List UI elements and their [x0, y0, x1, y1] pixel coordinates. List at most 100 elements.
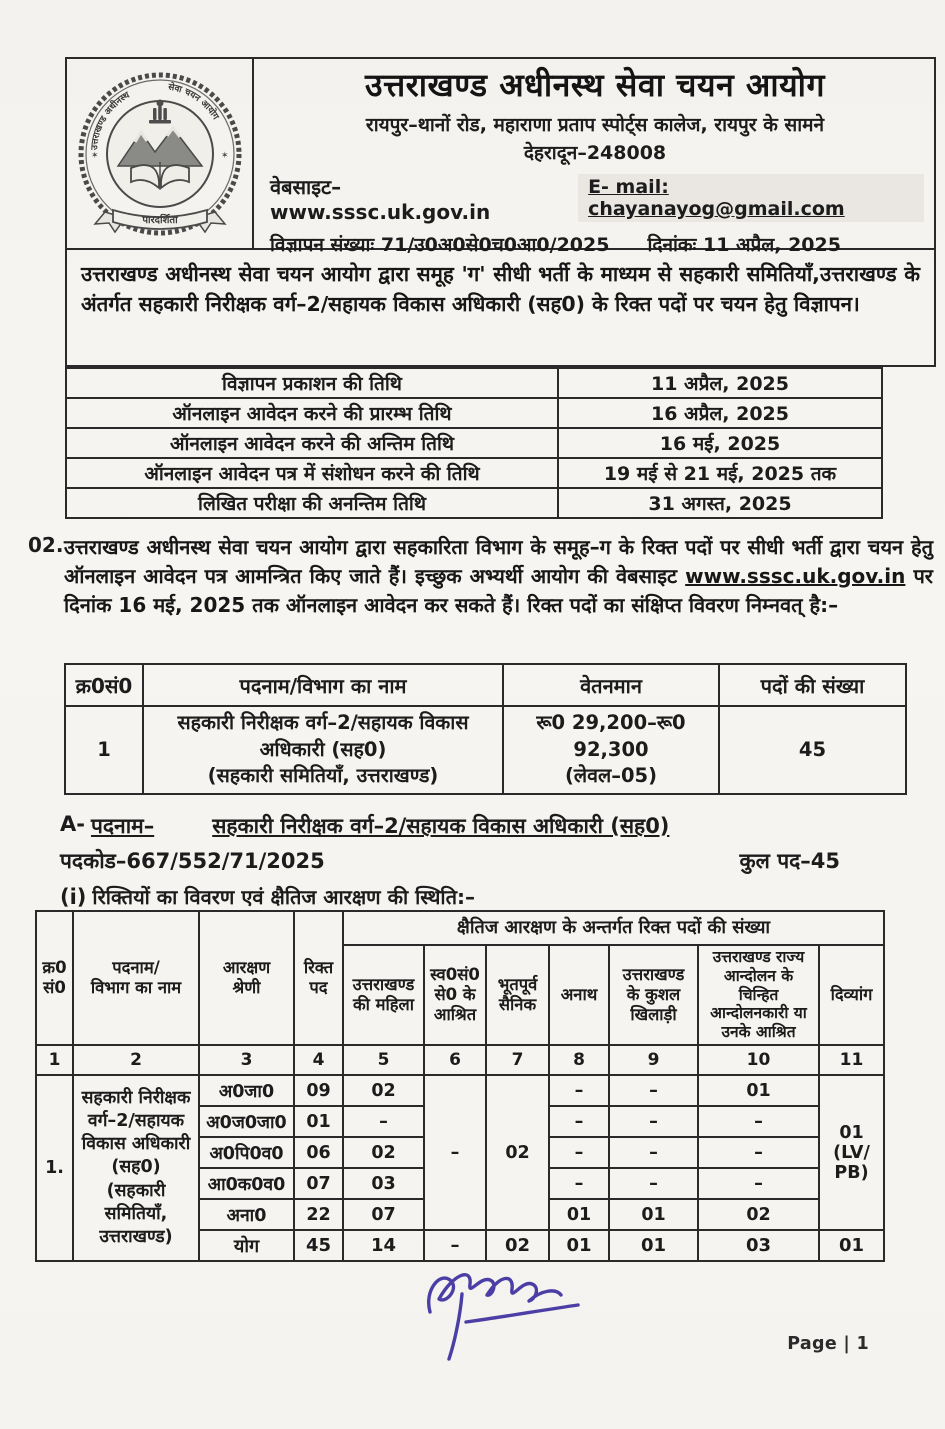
col-number: 5 [342, 1044, 425, 1076]
cell-uk-agitator: 01 [697, 1074, 820, 1107]
col-header-divyang: दिव्यांग [817, 944, 886, 1046]
cell-uk-agitator: 02 [697, 1198, 820, 1231]
table-row: ऑनलाइन आवेदन पत्र में संशोधन करने की तिथ… [65, 457, 883, 489]
cell-uk-sports: – [608, 1074, 699, 1107]
cell-category: अ0ज0जा0 [198, 1105, 295, 1138]
cell-uk-women: – [342, 1105, 425, 1138]
emblem-cell: उत्तराखण्ड अधीनस्थ सेवा चयन आयोग [67, 59, 254, 248]
paragraph-text-before: उत्तराखण्ड अधीनस्थ सेवा चयन आयोग द्वारा … [64, 535, 933, 588]
col-header-sno: क्र0 सं0 [35, 910, 74, 1046]
table-row: 1. सहकारी निरीक्षक वर्ग–2/सहायक विकास अध… [35, 1074, 886, 1262]
col-header-sno: क्र0सं0 [64, 663, 144, 707]
col-header-post: पदनाम/ विभाग का नाम [72, 910, 200, 1046]
cell-vacant: 22 [293, 1198, 344, 1231]
cell-category-total: योग [198, 1229, 295, 1262]
paragraph-number: 02. [28, 533, 64, 557]
cell-uk-agitator: – [697, 1167, 820, 1200]
cell-uk-sports-total: 01 [608, 1229, 699, 1262]
svg-text:✶: ✶ [91, 151, 99, 161]
subsection-marker: (i) [60, 885, 87, 909]
cell-post-name: सहकारी निरीक्षक वर्ग–2/सहायक विकास अधिका… [142, 705, 504, 795]
cell-ex-serviceman-merged: 02 [485, 1074, 550, 1231]
website-link-text: www.sssc.uk.gov.in [685, 564, 906, 588]
cell-uk-women: 03 [342, 1167, 425, 1200]
col-number: 1 [35, 1044, 74, 1076]
subsection-heading: रिक्तियों का विवरण एवं क्षैतिज आरक्षण की… [92, 885, 476, 909]
col-header-count: पदों की संख्या [718, 663, 907, 707]
cell-freedom-dependent-total: – [423, 1229, 487, 1262]
cell-uk-sports: – [608, 1167, 699, 1200]
cell-vacant: 01 [293, 1105, 344, 1138]
date-value: 19 मई से 21 मई, 2025 तक [557, 457, 883, 489]
cell-uk-women: 02 [342, 1136, 425, 1169]
cell-uk-sports: 01 [608, 1198, 699, 1231]
col-number: 9 [608, 1044, 699, 1076]
cell-orphan: 01 [548, 1198, 610, 1231]
column-number-row: 1 2 3 4 5 6 7 8 9 10 11 [35, 1044, 886, 1076]
col-header-uk-sports: उत्तराखण्ड के कुशल खिलाड़ी [608, 944, 699, 1046]
col-number: 6 [423, 1044, 487, 1076]
table-total-row: योग 45 14 – 02 01 01 03 01 [36, 1229, 886, 1262]
cell-uk-sports: – [608, 1105, 699, 1138]
post-code: पदकोड–667/552/71/2025 [60, 849, 325, 873]
cell-vacant: 09 [293, 1074, 344, 1107]
cell-vacant-total: 45 [293, 1229, 344, 1262]
cell-uk-agitator: – [697, 1105, 820, 1138]
section-a-post-name: सहकारी निरीक्षक वर्ग–2/सहायक विकास अधिका… [212, 814, 670, 838]
paragraph-text: उत्तराखण्ड अधीनस्थ सेवा चयन आयोग द्वारा … [64, 533, 933, 620]
date-label: विज्ञापन प्रकाशन की तिथि [65, 367, 559, 399]
cell-uk-women: 07 [342, 1198, 425, 1231]
cell-orphan: – [548, 1105, 610, 1138]
total-posts: कुल पद–45 [739, 849, 840, 873]
col-number: 8 [548, 1044, 610, 1076]
col-header-post: पदनाम/विभाग का नाम [142, 663, 504, 707]
org-address-line2: देहरादून–248008 [523, 141, 667, 164]
date-label: ऑनलाइन आवेदन करने की प्रारम्भ तिथि [65, 397, 559, 429]
cell-vacant: 07 [293, 1167, 344, 1200]
table-row: आ0क0व0 07 03 – – – [36, 1167, 884, 1200]
table-row: अना0 22 07 01 01 02 [36, 1198, 884, 1231]
col-number: 4 [293, 1044, 344, 1076]
cell-sno: 1. [35, 1074, 74, 1262]
advertisement-intro-box: उत्तराखण्ड अधीनस्थ सेवा चयन आयोग द्वारा … [65, 250, 936, 367]
date-label: ऑनलाइन आवेदन करने की अन्तिम तिथि [65, 427, 559, 459]
col-header-uk-agitator: उत्तराखण्ड राज्य आन्दोलन के चिन्हित आन्द… [697, 944, 820, 1046]
cell-divyang-merged: 01 (LV/ PB) [817, 1074, 886, 1231]
org-title: उत्तराखण्ड अधीनस्थ सेवा चयन आयोग [365, 66, 825, 104]
org-email-text: E- mail: chayanayog@gmail.com [578, 174, 924, 223]
col-number: 2 [72, 1044, 200, 1076]
table-row: अ0पि0व0 06 02 – – – [36, 1136, 884, 1169]
cell-uk-sports: – [608, 1136, 699, 1169]
important-dates-table: विज्ञापन प्रकाशन की तिथि 11 अप्रैल, 2025… [65, 367, 883, 519]
handwritten-signature [427, 1273, 580, 1361]
vacancy-summary-table: क्र0सं0 पदनाम/विभाग का नाम वेतनमान पदों … [64, 663, 907, 795]
section-a: A- पदनाम– सहकारी निरीक्षक वर्ग–2/सहायक व… [60, 812, 840, 910]
col-header-freedom-dependent: स्व0सं0 से0 के आश्रित [423, 944, 487, 1046]
horizontal-reservation-span-header: क्षैतिज आरक्षण के अन्तर्गत रिक्त पदों की… [341, 910, 886, 946]
cell-category: अना0 [198, 1198, 295, 1231]
col-header-orphan: अनाथ [548, 944, 610, 1046]
col-header-uk-women: उत्तराखण्ड की महिला [342, 944, 425, 1046]
paragraph-02: 02. उत्तराखण्ड अधीनस्थ सेवा चयन आयोग द्व… [28, 533, 933, 620]
cell-category: अ0पि0व0 [198, 1136, 295, 1169]
cell-uk-agitator-total: 03 [697, 1229, 820, 1262]
cell-orphan: – [548, 1167, 610, 1200]
cell-freedom-dependent-merged: – [423, 1074, 487, 1231]
cell-ex-serviceman-total: 02 [485, 1229, 550, 1262]
table-row: ऑनलाइन आवेदन करने की प्रारम्भ तिथि 16 अप… [65, 397, 883, 429]
table-header-row: क्र0सं0 पदनाम/विभाग का नाम वेतनमान पदों … [64, 663, 907, 707]
table-row: लिखित परीक्षा की अनन्तिम तिथि 31 अगस्त, … [65, 487, 883, 519]
paragraph-text-after: पर दिनांक 16 मई, 2025 तक ऑनलाइन आवेदन कर… [64, 564, 933, 617]
intro-text: उत्तराखण्ड अधीनस्थ सेवा चयन आयोग द्वारा … [81, 262, 920, 317]
svg-text:पारदर्शिता: पारदर्शिता [141, 213, 178, 226]
col-header-pay: वेतनमान [502, 663, 720, 707]
col-number: 3 [198, 1044, 295, 1076]
date-value: 11 अप्रैल, 2025 [557, 367, 883, 399]
commission-emblem-logo: उत्तराखण्ड अधीनस्थ सेवा चयन आयोग [78, 72, 241, 235]
advertisement-date: दिनांकः 11 अप्रैल, 2025 [647, 233, 841, 256]
svg-text:✶: ✶ [221, 151, 229, 161]
date-label: ऑनलाइन आवेदन पत्र में संशोधन करने की तिथ… [65, 457, 559, 489]
cell-category: अ0जा0 [198, 1074, 295, 1107]
open-book-icon [129, 161, 190, 190]
